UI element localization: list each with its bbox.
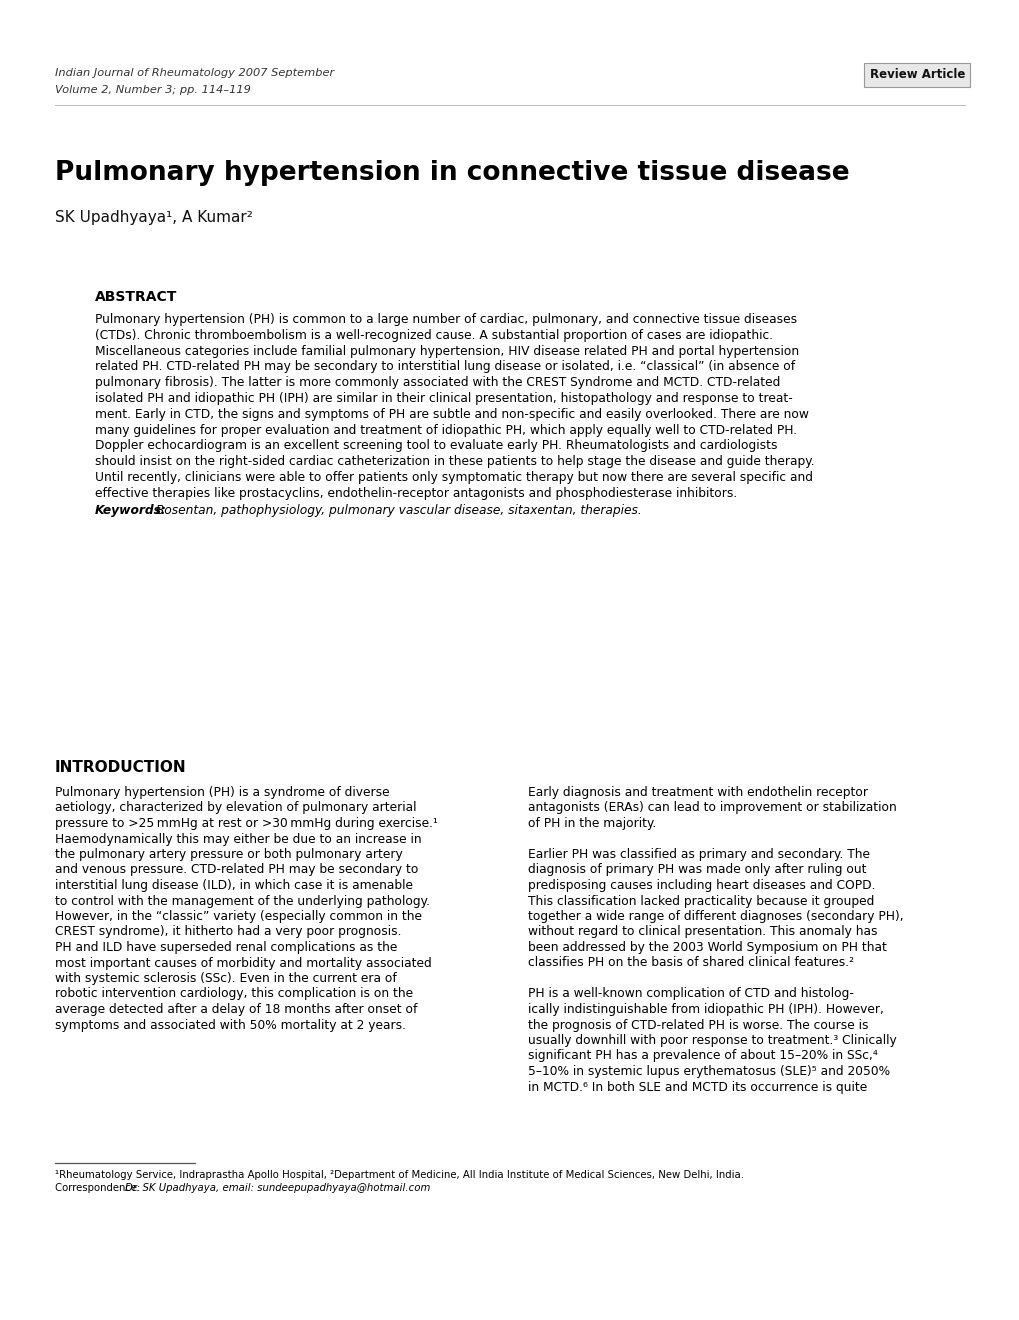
Text: SK Upadhyaya¹, A Kumar²: SK Upadhyaya¹, A Kumar²	[55, 210, 253, 224]
Text: many guidelines for proper evaluation and treatment of idiopathic PH, which appl: many guidelines for proper evaluation an…	[95, 424, 796, 437]
Text: the prognosis of CTD-related PH is worse. The course is: the prognosis of CTD-related PH is worse…	[528, 1019, 867, 1031]
Text: usually downhill with poor response to treatment.³ Clinically: usually downhill with poor response to t…	[528, 1034, 896, 1047]
Text: ¹Rheumatology Service, Indraprastha Apollo Hospital, ²Department of Medicine, Al: ¹Rheumatology Service, Indraprastha Apol…	[55, 1170, 743, 1180]
Text: antagonists (ERAs) can lead to improvement or stabilization: antagonists (ERAs) can lead to improveme…	[528, 801, 896, 814]
Text: related PH. CTD-related PH may be secondary to interstitial lung disease or isol: related PH. CTD-related PH may be second…	[95, 360, 795, 374]
Text: Miscellaneous categories include familial pulmonary hypertension, HIV disease re: Miscellaneous categories include familia…	[95, 345, 798, 358]
Text: of PH in the majority.: of PH in the majority.	[528, 817, 656, 830]
Text: PH and ILD have superseded renal complications as the: PH and ILD have superseded renal complic…	[55, 941, 397, 954]
Text: aetiology, characterized by elevation of pulmonary arterial: aetiology, characterized by elevation of…	[55, 801, 416, 814]
Text: significant PH has a prevalence of about 15–20% in SSc,⁴: significant PH has a prevalence of about…	[528, 1049, 877, 1063]
Text: This classification lacked practicality because it grouped: This classification lacked practicality …	[528, 895, 873, 908]
Text: INTRODUCTION: INTRODUCTION	[55, 760, 186, 775]
Text: Pulmonary hypertension (PH) is common to a large number of cardiac, pulmonary, a: Pulmonary hypertension (PH) is common to…	[95, 313, 796, 326]
Text: Doppler echocardiogram is an excellent screening tool to evaluate early PH. Rheu: Doppler echocardiogram is an excellent s…	[95, 440, 776, 453]
Text: classifies PH on the basis of shared clinical features.²: classifies PH on the basis of shared cli…	[528, 957, 853, 969]
Text: most important causes of morbidity and mortality associated: most important causes of morbidity and m…	[55, 957, 431, 969]
Text: together a wide range of different diagnoses (secondary PH),: together a wide range of different diagn…	[528, 909, 903, 923]
Text: However, in the “classic” variety (especially common in the: However, in the “classic” variety (espec…	[55, 909, 422, 923]
Text: symptoms and associated with 50% mortality at 2 years.: symptoms and associated with 50% mortali…	[55, 1019, 406, 1031]
Text: Pulmonary hypertension (PH) is a syndrome of diverse: Pulmonary hypertension (PH) is a syndrom…	[55, 785, 389, 799]
Text: been addressed by the 2003 World Symposium on PH that: been addressed by the 2003 World Symposi…	[528, 941, 886, 954]
Text: Correspondence:: Correspondence:	[55, 1183, 144, 1193]
Text: pressure to >25 mmHg at rest or >30 mmHg during exercise.¹: pressure to >25 mmHg at rest or >30 mmHg…	[55, 817, 437, 830]
Text: ically indistinguishable from idiopathic PH (IPH). However,: ically indistinguishable from idiopathic…	[528, 1003, 883, 1016]
Text: ment. Early in CTD, the signs and symptoms of PH are subtle and non-specific and: ment. Early in CTD, the signs and sympto…	[95, 408, 808, 421]
Text: isolated PH and idiopathic PH (IPH) are similar in their clinical presentation, : isolated PH and idiopathic PH (IPH) are …	[95, 392, 792, 405]
Text: to control with the management of the underlying pathology.: to control with the management of the un…	[55, 895, 430, 908]
Text: Haemodynamically this may either be due to an increase in: Haemodynamically this may either be due …	[55, 833, 421, 846]
Text: Indian Journal of Rheumatology 2007 September: Indian Journal of Rheumatology 2007 Sept…	[55, 69, 334, 78]
Text: Keywords:: Keywords:	[95, 504, 166, 516]
Text: Early diagnosis and treatment with endothelin receptor: Early diagnosis and treatment with endot…	[528, 785, 867, 799]
Text: Review Article: Review Article	[869, 69, 964, 82]
Text: Dr. SK Upadhyaya, email: sundeepupadhyaya@hotmail.com: Dr. SK Upadhyaya, email: sundeepupadhyay…	[125, 1183, 430, 1193]
Text: predisposing causes including heart diseases and COPD.: predisposing causes including heart dise…	[528, 879, 874, 892]
Text: CREST syndrome), it hitherto had a very poor prognosis.: CREST syndrome), it hitherto had a very …	[55, 925, 401, 939]
Text: PH is a well-known complication of CTD and histolog-: PH is a well-known complication of CTD a…	[528, 987, 853, 1001]
Text: in MCTD.⁶ In both SLE and MCTD its occurrence is quite: in MCTD.⁶ In both SLE and MCTD its occur…	[528, 1081, 866, 1093]
Text: 5–10% in systemic lupus erythematosus (SLE)⁵ and 2050%: 5–10% in systemic lupus erythematosus (S…	[528, 1065, 890, 1078]
Text: ABSTRACT: ABSTRACT	[95, 290, 177, 304]
Text: Earlier PH was classified as primary and secondary. The: Earlier PH was classified as primary and…	[528, 847, 869, 861]
Text: (CTDs). Chronic thromboembolism is a well-recognized cause. A substantial propor: (CTDs). Chronic thromboembolism is a wel…	[95, 329, 772, 342]
Text: Pulmonary hypertension in connective tissue disease: Pulmonary hypertension in connective tis…	[55, 160, 849, 186]
Text: Volume 2, Number 3; pp. 114–119: Volume 2, Number 3; pp. 114–119	[55, 84, 251, 95]
Text: and venous pressure. CTD-related PH may be secondary to: and venous pressure. CTD-related PH may …	[55, 863, 418, 876]
Text: Until recently, clinicians were able to offer patients only symptomatic therapy : Until recently, clinicians were able to …	[95, 471, 812, 484]
Text: average detected after a delay of 18 months after onset of: average detected after a delay of 18 mon…	[55, 1003, 417, 1016]
Text: robotic intervention cardiology, this complication is on the: robotic intervention cardiology, this co…	[55, 987, 413, 1001]
Text: effective therapies like prostacyclins, endothelin-receptor antagonists and phos: effective therapies like prostacyclins, …	[95, 487, 737, 500]
Text: interstitial lung disease (ILD), in which case it is amenable: interstitial lung disease (ILD), in whic…	[55, 879, 413, 892]
Text: diagnosis of primary PH was made only after ruling out: diagnosis of primary PH was made only af…	[528, 863, 866, 876]
Text: without regard to clinical presentation. This anomaly has: without regard to clinical presentation.…	[528, 925, 876, 939]
Text: should insist on the right-sided cardiac catheterization in these patients to he: should insist on the right-sided cardiac…	[95, 455, 814, 469]
Text: the pulmonary artery pressure or both pulmonary artery: the pulmonary artery pressure or both pu…	[55, 847, 403, 861]
Text: Bosentan, pathophysiology, pulmonary vascular disease, sitaxentan, therapies.: Bosentan, pathophysiology, pulmonary vas…	[152, 504, 641, 516]
Text: with systemic sclerosis (SSc). Even in the current era of: with systemic sclerosis (SSc). Even in t…	[55, 972, 396, 985]
Text: pulmonary fibrosis). The latter is more commonly associated with the CREST Syndr: pulmonary fibrosis). The latter is more …	[95, 376, 780, 389]
